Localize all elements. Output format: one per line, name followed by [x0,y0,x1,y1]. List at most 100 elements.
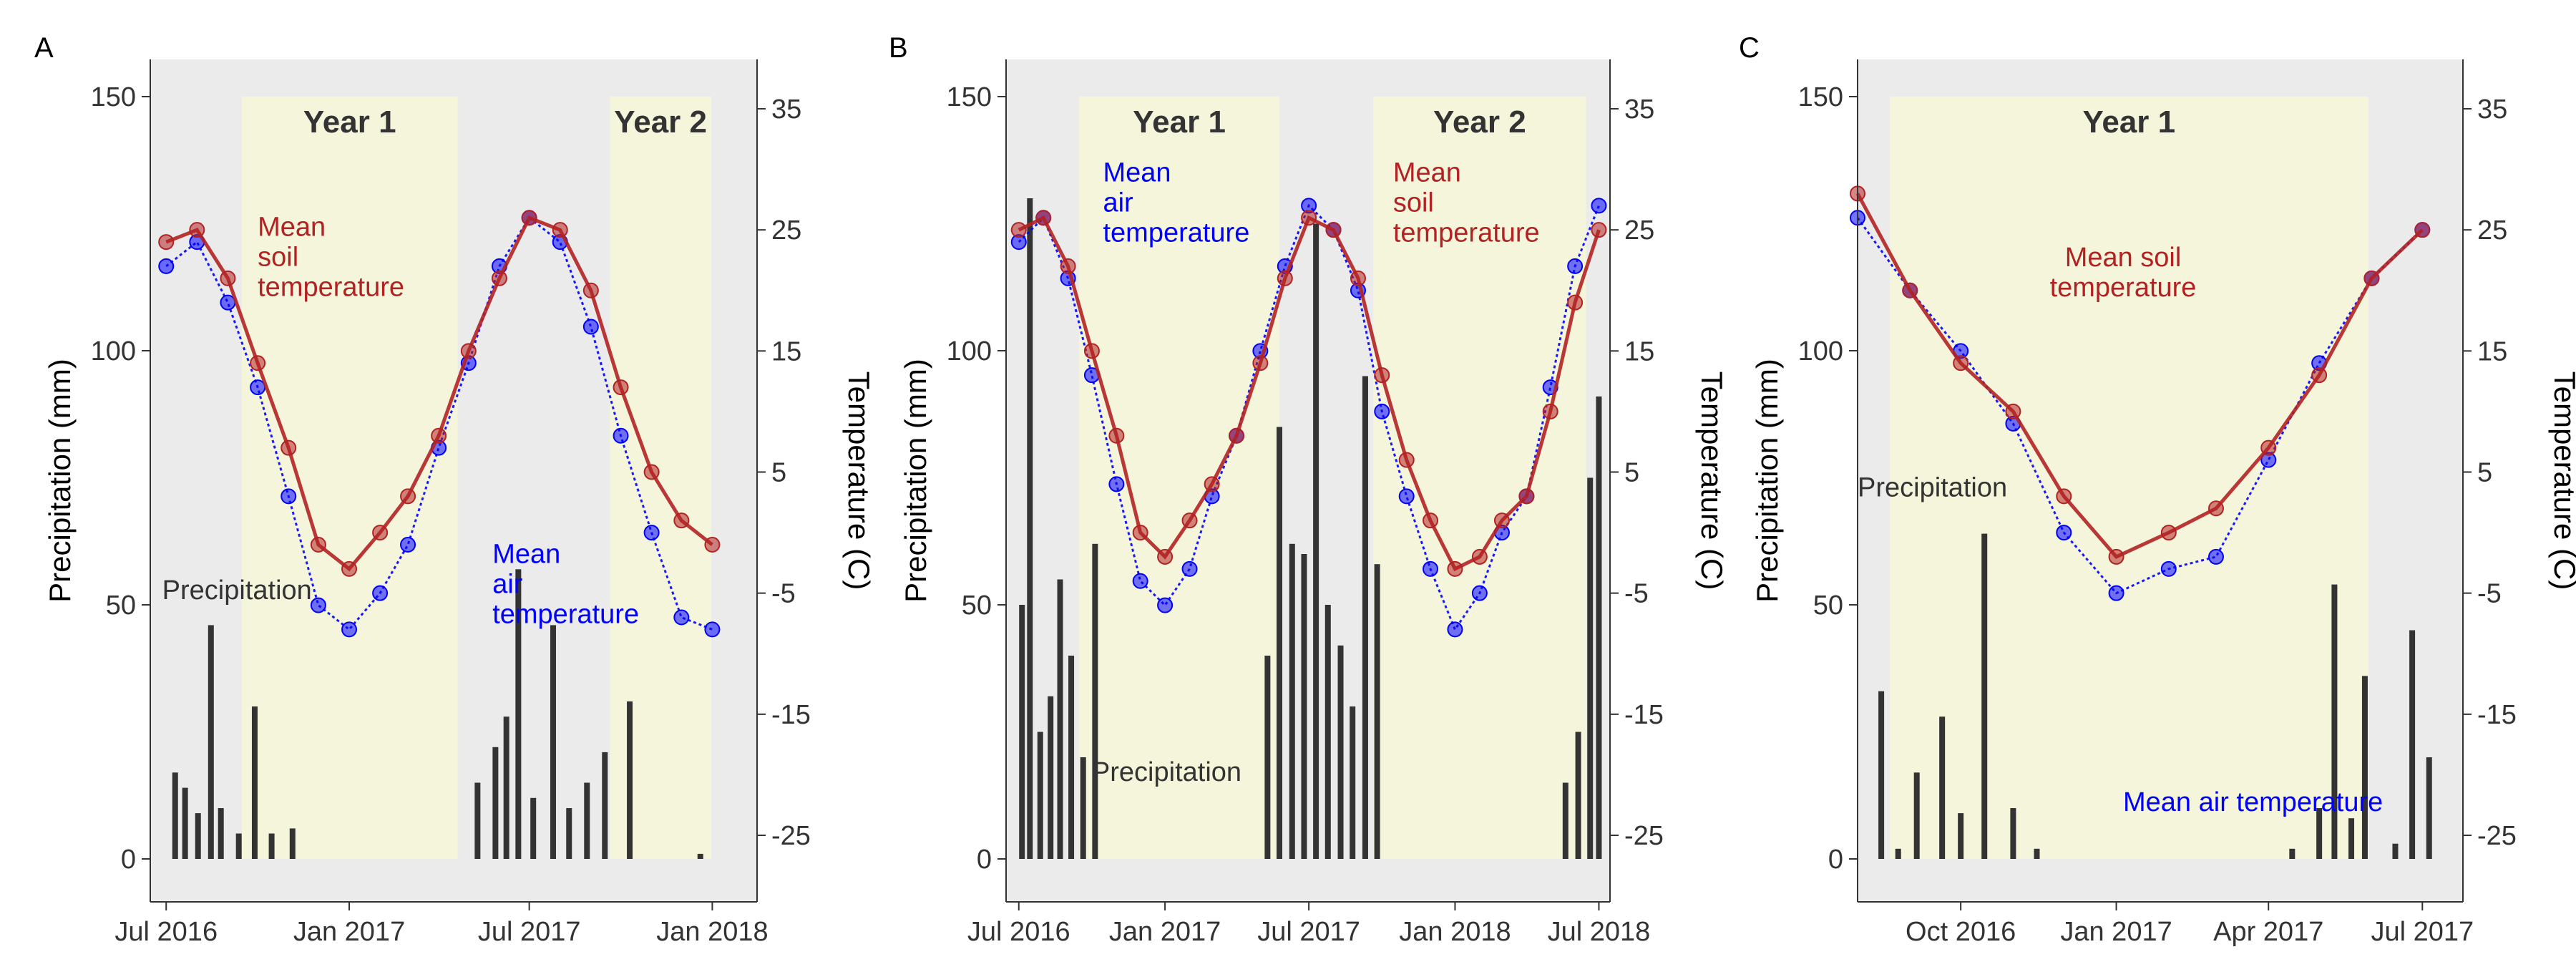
x-tick-label: Jul 2017 [478,917,581,947]
soil-temperature-point [1398,452,1415,468]
y-right-tick-label: 5 [1624,458,1639,488]
y-axis-title-right: Temperature (C) [2548,371,2576,591]
x-tick-label: Oct 2016 [1906,917,2016,947]
year-label: Year 2 [614,105,707,140]
air-temperature-point [1471,585,1488,601]
soil-temperature-point [1204,476,1220,492]
precip-bar [2361,676,2368,859]
precip-bar [1324,605,1331,859]
soil-temperature-point [2311,367,2328,384]
x-tick-label: Jul 2016 [114,917,218,947]
precip-bar [1080,757,1086,859]
soil-temperature-point [372,525,389,541]
y-right-tick-label: 35 [1624,94,1654,125]
y-tick-label: 150 [1798,82,1843,112]
annotation-text: Precipitation [1092,757,1241,787]
x-tick-label: Jan 2017 [2060,917,2172,947]
x-tick-label: Jan 2017 [293,917,405,947]
soil-temperature-point [2005,403,2021,419]
precip-bar [2426,757,2432,859]
precip-bar [697,853,703,859]
y-right-tick-label: -15 [771,700,811,730]
soil-temperature-point [613,379,629,396]
year-label: Year 1 [303,105,396,140]
annotation-text: temperature [1103,218,1249,248]
x-tick-label: Jul 2016 [967,917,1070,947]
soil-temperature-point [1060,258,1076,274]
soil-temperature-point [2414,222,2431,238]
precip-bar [1575,732,1581,859]
precip-bar [2392,843,2399,859]
annotation-text: Mean [492,539,560,569]
y-tick-label: 0 [1828,845,1843,875]
y-tick-label: 50 [962,591,992,621]
panel-label: B [889,32,908,64]
soil-temperature-point [460,343,477,359]
air-temperature-point [613,427,629,444]
y-right-tick-label: 15 [2477,336,2507,366]
year-shade [1373,97,1586,859]
precip-bar [492,747,499,859]
y-tick-label: 50 [1813,591,1843,621]
annotation-text: temperature [492,599,639,629]
annotation-text: Precipitation [162,575,312,606]
y-right-tick-label: 25 [771,215,801,246]
year-label: Year 2 [1433,105,1526,140]
precip-bar [1037,732,1043,859]
air-temperature-line [1856,217,2424,595]
precip-bar [2010,808,2016,859]
soil-temperature-point [1350,270,1366,286]
annotation-text: Mean air temperature [2123,787,2383,817]
soil-temperature-point [1447,560,1463,577]
precip-bar [1913,772,1920,859]
y-right-tick-label: -5 [771,579,796,609]
precip-bar [1350,706,1356,859]
soil-temperature-point [1157,548,1174,565]
soil-temperature-point [1471,548,1488,565]
precip-bar [218,808,224,859]
precip-bar [2289,848,2296,859]
soil-temperature-point [1108,427,1125,444]
y-right-tick-label: 15 [771,336,801,366]
x-tick-label: Jul 2017 [2371,917,2474,947]
precip-bar [1048,696,1054,859]
y-axis-title-left: Precipitation (mm) [899,359,932,603]
air-temperature-point [1132,573,1148,589]
precip-bar [289,828,296,859]
air-temperature-point [2108,585,2124,601]
precip-bar [268,833,275,859]
year-shade [610,97,712,859]
precip-bar [1092,543,1098,859]
y-tick-label: 100 [91,336,136,366]
air-temperature-point [1567,258,1584,274]
precip-bar [1057,579,1063,859]
precip-bar [172,772,178,859]
y-axis-title-left: Precipitation (mm) [1750,359,1784,603]
y-right-tick-label: -25 [771,821,811,851]
precip-bar [627,701,633,859]
y-right-tick-label: -25 [2477,821,2517,851]
soil-temperature-point [1423,512,1439,529]
precip-bar [530,797,537,859]
x-tick-label: Jan 2018 [656,917,768,947]
precip-bar [1301,554,1307,859]
soil-temperature-point [1493,512,1510,529]
air-temperature-point [1447,621,1463,638]
soil-temperature-point [2056,488,2072,505]
y-tick-label: 0 [121,845,136,875]
soil-temperature-point [643,464,660,480]
precip-bar [1596,396,1602,859]
soil-temperature-point [2108,548,2124,565]
annotation-text: soil [1393,188,1434,218]
air-temperature-point [1108,476,1125,492]
y-right-tick-label: 25 [1624,215,1654,246]
soil-temperature-point [189,222,205,238]
soil-temperature-point [220,270,236,286]
precip-bar [566,808,572,859]
soil-temperature-point [491,270,507,286]
soil-temperature-point [2363,270,2380,286]
precip-bar [1981,533,1988,859]
soil-temperature-point [1567,294,1584,311]
soil-temperature-line [1855,193,2424,559]
